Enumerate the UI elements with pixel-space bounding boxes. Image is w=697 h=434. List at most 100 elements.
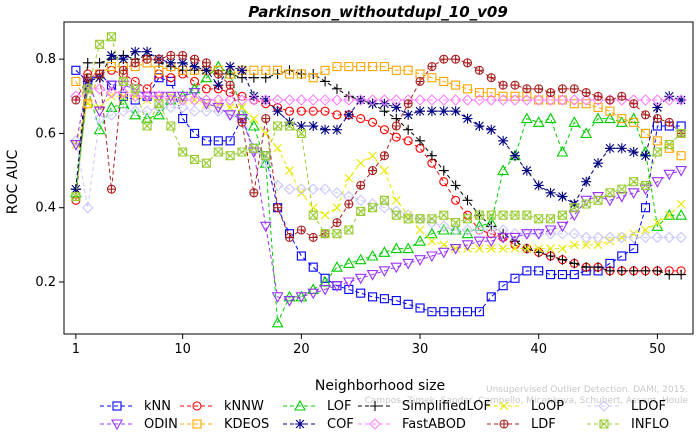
data-point <box>497 232 510 244</box>
data-point <box>379 294 389 304</box>
data-point <box>451 244 461 253</box>
data-point <box>165 57 176 68</box>
chart-title: Parkinson_withoutdupl_10_v09 <box>248 3 508 21</box>
data-point <box>581 262 592 273</box>
data-point <box>617 114 627 124</box>
data-point <box>462 113 473 124</box>
data-point <box>569 203 579 213</box>
data-point <box>426 94 438 106</box>
data-point <box>485 236 498 248</box>
data-point <box>201 65 212 76</box>
data-point <box>236 94 248 106</box>
data-point <box>71 192 81 202</box>
data-point <box>652 114 662 124</box>
data-point <box>451 80 461 90</box>
data-point <box>249 114 259 123</box>
data-point <box>557 270 568 280</box>
data-point <box>320 76 331 87</box>
x-axis-label: Neighborhood size <box>315 378 445 394</box>
data-point <box>308 121 319 131</box>
data-point <box>166 76 176 86</box>
data-point <box>546 88 556 98</box>
data-point <box>356 288 366 298</box>
data-point <box>462 84 473 94</box>
data-point <box>652 102 663 113</box>
data-point <box>486 292 496 302</box>
plot-axes: 1 10 20 30 40 50 0.2 0.4 0.6 0.8 <box>35 52 665 357</box>
series-line <box>75 54 682 239</box>
data-point <box>569 270 579 280</box>
data-point <box>224 110 237 121</box>
data-point <box>354 253 367 265</box>
data-point <box>166 50 176 60</box>
data-point <box>629 177 639 187</box>
y-tick-label: 0.4 <box>35 201 56 216</box>
data-point <box>95 69 105 79</box>
data-point <box>260 95 271 105</box>
data-point <box>474 65 484 75</box>
data-point <box>498 91 508 101</box>
data-point <box>652 136 662 146</box>
data-point <box>521 165 532 176</box>
data-point <box>332 203 342 213</box>
legend-marker <box>499 419 509 429</box>
series-line <box>75 69 682 272</box>
data-point <box>415 214 425 224</box>
legend-item: SimplifiedLOF <box>358 399 491 414</box>
data-point <box>295 183 308 195</box>
data-point <box>106 32 117 42</box>
legend-label: INFLO <box>631 417 669 432</box>
data-point <box>427 214 437 224</box>
data-point <box>379 195 389 205</box>
data-point <box>616 231 628 244</box>
data-point <box>522 84 532 94</box>
data-point <box>604 265 615 276</box>
data-point <box>439 177 449 187</box>
data-point <box>212 94 225 106</box>
data-point <box>213 69 223 79</box>
data-point <box>402 258 415 270</box>
data-point <box>332 62 342 72</box>
data-point <box>546 270 556 280</box>
data-point <box>403 136 413 146</box>
data-point <box>177 57 188 68</box>
data-point <box>498 135 509 146</box>
data-point <box>380 166 389 175</box>
data-point <box>188 94 201 106</box>
data-point <box>426 216 438 229</box>
data-point <box>604 231 616 244</box>
data-point <box>247 119 260 131</box>
data-point <box>296 121 307 131</box>
data-point <box>640 180 651 190</box>
data-point <box>510 210 520 220</box>
data-point <box>461 224 474 236</box>
data-point <box>307 288 320 300</box>
data-point <box>509 94 521 106</box>
data-point <box>556 94 569 106</box>
legend-item: FastABOD <box>358 417 466 432</box>
data-point <box>534 266 544 276</box>
legend-label: LOF <box>327 399 352 414</box>
legend-item: kNN <box>100 399 171 414</box>
data-point <box>130 76 140 86</box>
data-point <box>663 169 676 181</box>
data-point <box>604 143 615 154</box>
data-point <box>356 180 366 190</box>
data-point <box>284 232 295 242</box>
data-point <box>320 273 330 283</box>
data-point <box>557 84 568 94</box>
data-point <box>320 106 330 116</box>
data-point <box>71 65 81 75</box>
data-point <box>497 94 509 106</box>
data-point <box>130 58 140 68</box>
series-line <box>75 69 682 313</box>
data-point <box>201 58 211 68</box>
data-point <box>343 109 354 120</box>
data-point <box>93 123 106 135</box>
y-tick-label: 0.2 <box>35 275 56 290</box>
data-point <box>391 102 402 113</box>
data-point <box>473 224 486 236</box>
data-point <box>474 307 484 317</box>
data-point <box>532 94 545 106</box>
data-point <box>105 109 118 121</box>
